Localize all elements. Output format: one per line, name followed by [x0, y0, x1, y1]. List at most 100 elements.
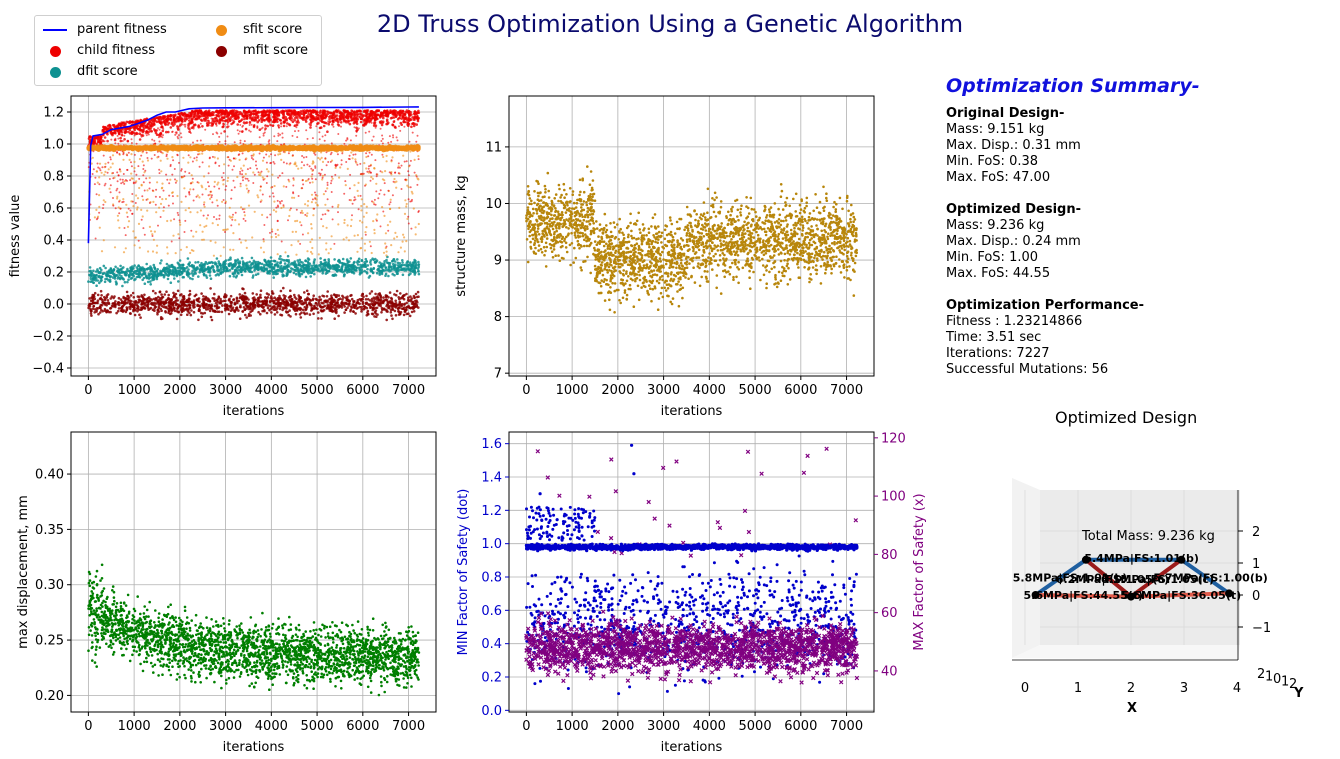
data-point — [173, 267, 176, 270]
data-point — [297, 129, 300, 132]
data-point — [137, 305, 140, 309]
data-point — [382, 296, 385, 299]
data-point — [120, 301, 124, 305]
data-point — [321, 160, 325, 163]
data-point — [341, 152, 344, 155]
data-point — [133, 300, 136, 304]
data-point — [409, 150, 412, 153]
data-point — [114, 207, 117, 210]
data-point — [123, 182, 126, 185]
data-point — [341, 270, 344, 274]
data-point — [265, 161, 268, 164]
data-point — [296, 219, 299, 222]
data-point — [221, 271, 224, 274]
data-point — [102, 272, 105, 275]
data-point — [240, 118, 244, 121]
data-point — [169, 303, 173, 307]
data-point — [350, 151, 353, 154]
data-point — [319, 298, 323, 301]
data-point — [417, 211, 420, 213]
data-point — [374, 309, 378, 312]
data-point — [362, 215, 365, 218]
data-point — [280, 270, 284, 274]
data-point — [151, 308, 155, 312]
performance-heading: Optimization Performance- — [946, 298, 1144, 313]
data-point — [385, 245, 388, 248]
data-point — [407, 198, 410, 201]
data-point — [324, 190, 327, 193]
data-point — [338, 176, 341, 179]
data-point — [131, 291, 135, 295]
data-point — [98, 211, 101, 214]
data-point — [388, 291, 392, 294]
data-point — [290, 301, 294, 305]
data-point — [313, 207, 316, 210]
data-point — [132, 308, 136, 312]
data-point — [280, 301, 284, 305]
data-point — [383, 179, 386, 182]
data-point — [268, 261, 271, 265]
data-point — [193, 157, 196, 160]
data-point — [258, 262, 262, 265]
data-point — [397, 172, 400, 175]
data-point — [319, 265, 323, 269]
data-point — [375, 315, 378, 319]
data-point — [283, 304, 287, 307]
data-point — [270, 311, 273, 314]
data-point — [395, 289, 399, 293]
data-point — [90, 314, 93, 317]
data-point — [91, 295, 94, 299]
data-point — [127, 278, 130, 282]
data-point — [265, 311, 269, 315]
data-point — [261, 300, 265, 303]
data-point — [252, 109, 256, 113]
data-point — [98, 162, 102, 165]
data-point — [304, 308, 308, 311]
data-point — [180, 293, 183, 296]
data-point — [281, 299, 284, 303]
data-point — [321, 213, 324, 216]
data-point — [317, 317, 320, 320]
data-point — [294, 312, 298, 316]
legend-item-child-fitness: child fitness — [41, 42, 155, 60]
data-point — [140, 183, 143, 186]
data-point — [203, 225, 206, 228]
data-point — [133, 160, 136, 163]
data-point — [403, 212, 407, 215]
data-point — [275, 210, 278, 213]
data-point — [118, 268, 122, 271]
data-point — [146, 157, 149, 159]
data-point — [259, 312, 262, 316]
data-point — [117, 296, 121, 300]
data-point — [397, 162, 400, 165]
data-point — [158, 140, 161, 143]
data-point — [332, 298, 336, 302]
data-point — [241, 169, 244, 172]
data-point — [189, 313, 193, 317]
data-point — [243, 308, 247, 312]
data-point — [229, 294, 233, 298]
data-point — [319, 158, 322, 161]
data-point — [305, 304, 309, 307]
data-point — [199, 304, 202, 308]
data-point — [188, 303, 191, 307]
data-point — [354, 312, 357, 315]
data-point — [319, 305, 323, 309]
data-point — [226, 179, 229, 182]
data-point — [303, 266, 307, 270]
data-point — [394, 231, 397, 234]
data-point — [203, 205, 206, 208]
data-point — [125, 290, 129, 294]
data-point — [239, 267, 243, 271]
data-point — [262, 156, 265, 159]
data-point — [126, 280, 129, 284]
data-point — [359, 299, 363, 302]
data-point — [285, 125, 288, 128]
data-point — [132, 304, 135, 308]
data-point — [177, 233, 180, 236]
data-point — [290, 304, 293, 308]
data-point — [138, 157, 141, 161]
data-point — [390, 159, 393, 162]
data-point — [300, 224, 303, 227]
data-point — [357, 208, 360, 211]
